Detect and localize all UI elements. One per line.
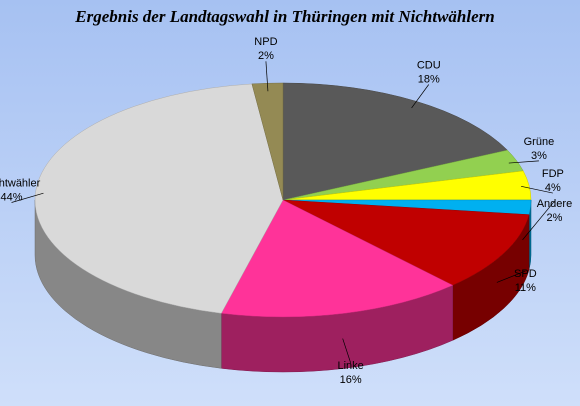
leader-line (411, 84, 430, 109)
leader-line (342, 338, 351, 364)
value-label: 16% (340, 374, 362, 386)
slice (220, 199, 454, 318)
value-label: 3% (531, 150, 547, 162)
leader-line (265, 61, 269, 92)
value-label: 18% (418, 73, 440, 85)
slice-label: Linke (337, 360, 363, 372)
value-label: 4% (545, 182, 561, 194)
leader-line (522, 200, 555, 241)
value-label: 2% (258, 50, 274, 62)
leader-line (521, 185, 553, 194)
slice-label: Nichtwähler (0, 177, 41, 189)
leader-line (508, 160, 539, 164)
slice (282, 82, 508, 201)
slice-label: SPD (514, 268, 537, 280)
slice-label: Grüne (524, 136, 555, 148)
value-label: 44% (1, 191, 23, 203)
slice-label: CDU (417, 59, 441, 71)
chart-title: Ergebnis der Landtagswahl in Thüringen m… (74, 7, 494, 26)
leader-line (496, 270, 526, 283)
slice (282, 199, 530, 286)
slice-label: Andere (537, 198, 572, 210)
slice-label: NPD (254, 36, 277, 48)
slice-label: FDP (542, 168, 564, 180)
pie-tops (34, 82, 532, 318)
labels: CDU 18% Grüne 3% FDP 4% Andere 2% SPD 11% Linke 16%… (0, 36, 572, 386)
leader-line (11, 192, 44, 203)
slice (34, 83, 284, 314)
value-label: 2% (547, 212, 563, 224)
value-label: 11% (515, 282, 536, 294)
